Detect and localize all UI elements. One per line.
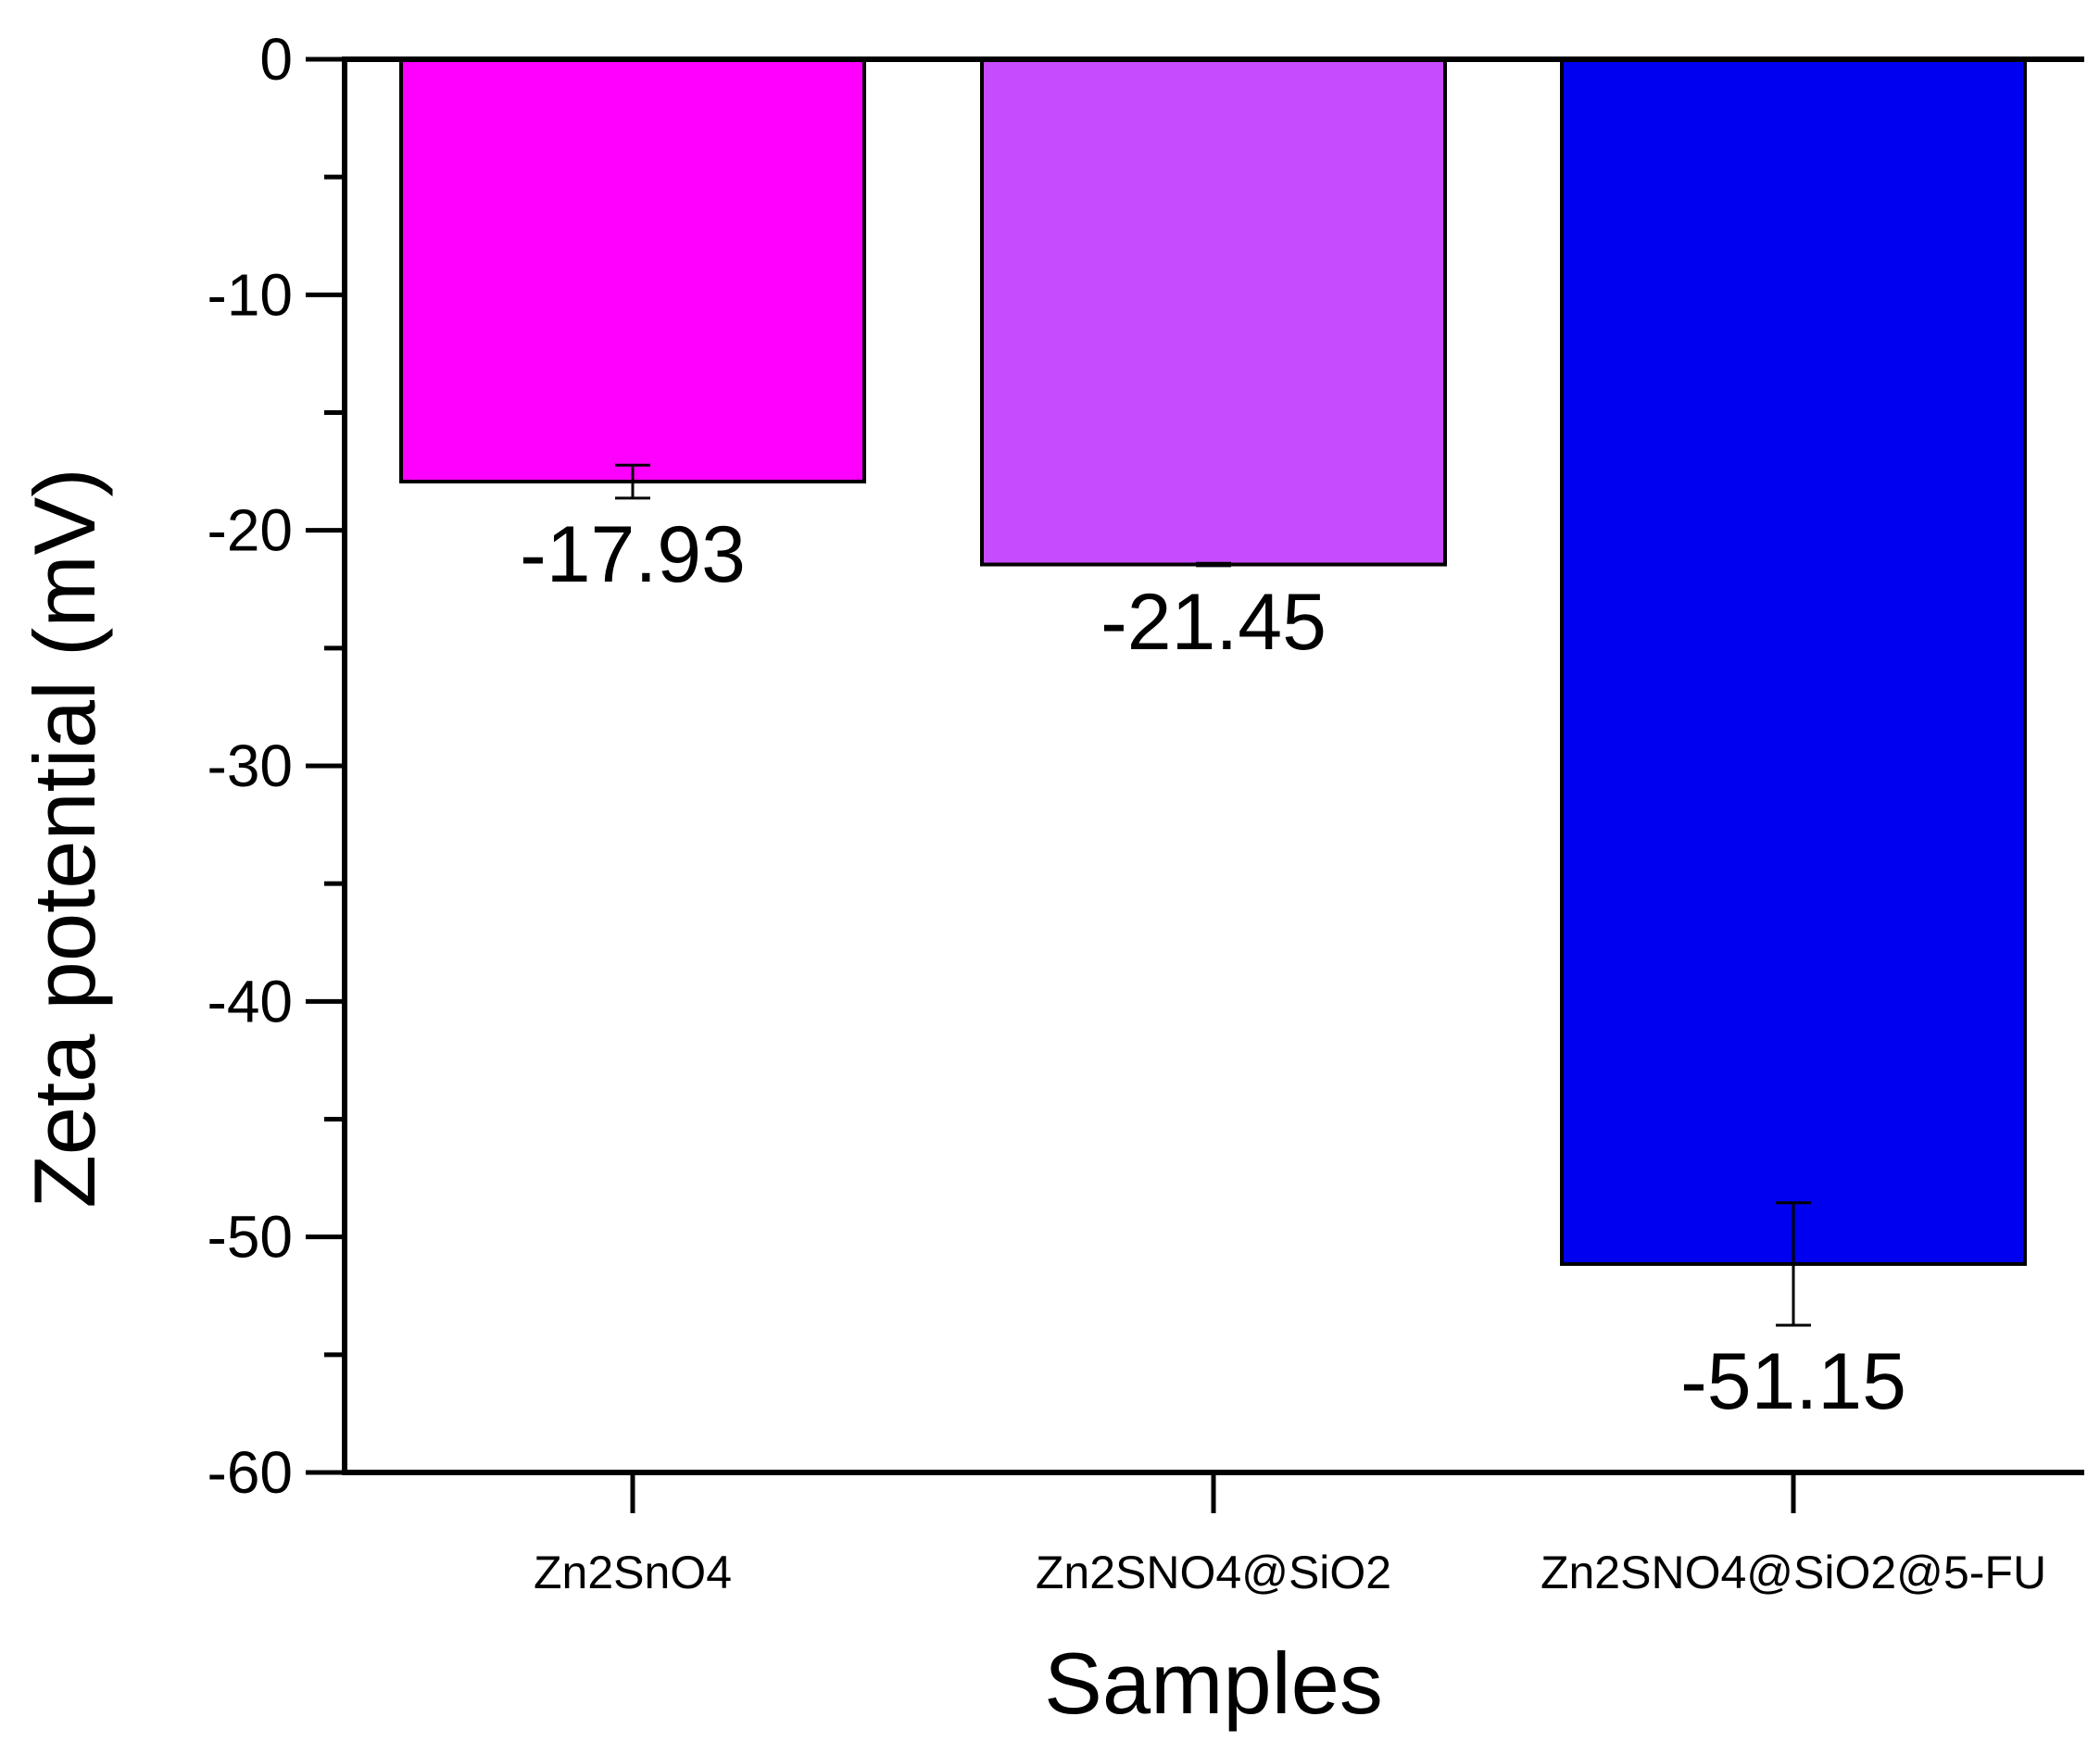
bar-1: [399, 57, 866, 484]
x-tick-label: Zn2SNO4@SiO2: [1036, 1547, 1391, 1598]
data-label-2: -21.45: [1100, 578, 1327, 667]
x-tick-label: Zn2SnO4: [534, 1547, 732, 1598]
data-labels-layer: -17.93 -21.45 -51.15: [520, 510, 1906, 1426]
bar-3: [1560, 57, 2027, 1266]
ticks-layer: 0 -10 -20 -30 -40 -50 -60 Zn2SnO4 Zn2SNO4@SiO2 Zn…: [207, 26, 2047, 1598]
data-label-1: -17.93: [520, 510, 746, 599]
y-tick-label: -50: [207, 1204, 294, 1271]
y-tick-label: -40: [207, 968, 294, 1034]
bar-2: [980, 57, 1447, 567]
x-axis-title: Samples: [1044, 1635, 1383, 1732]
x-tick-label: Zn2SNO4@SiO2@5-FU: [1540, 1547, 2046, 1598]
y-tick-label: -30: [207, 733, 294, 799]
y-tick-label: -20: [207, 497, 294, 564]
y-tick-label: -60: [207, 1439, 294, 1506]
data-label-3: -51.15: [1680, 1337, 1906, 1426]
y-tick-label: -10: [207, 261, 294, 328]
error-bars-layer: [615, 463, 1811, 1327]
y-axis-title: Zeta potential (mV): [16, 468, 113, 1208]
y-tick-label: 0: [259, 26, 293, 93]
